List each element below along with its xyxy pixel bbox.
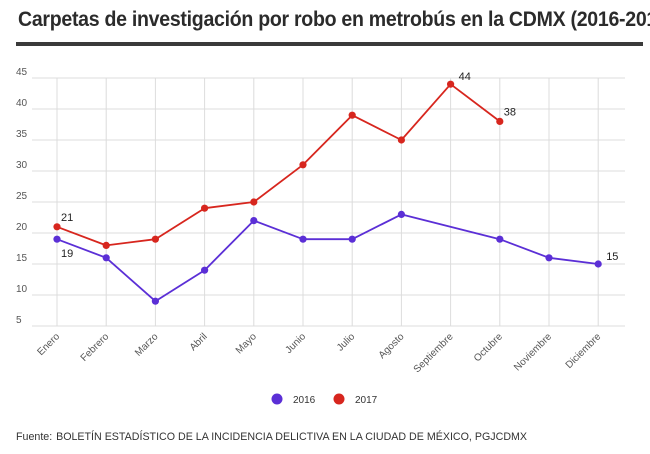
x-tick-label: Enero xyxy=(35,331,62,358)
legend-label-2017[interactable]: 2017 xyxy=(355,395,378,406)
x-tick-label: Octubre xyxy=(472,331,505,364)
data-point-2016[interactable] xyxy=(53,235,61,243)
data-point-2017[interactable] xyxy=(447,80,455,88)
y-tick-label: 35 xyxy=(16,129,28,140)
source-text: BOLETÍN ESTADÍSTICO DE LA INCIDENCIA DEL… xyxy=(56,431,528,443)
data-point-2016[interactable] xyxy=(151,297,159,305)
x-tick-label: Diciembre xyxy=(564,331,604,371)
data-point-2017[interactable] xyxy=(397,136,405,144)
y-tick-label: 10 xyxy=(16,284,28,295)
data-point-2016[interactable] xyxy=(545,254,553,262)
data-point-2016[interactable] xyxy=(102,254,110,262)
legend-marker-2016[interactable] xyxy=(271,393,283,405)
y-tick-label: 45 xyxy=(16,67,28,78)
y-tick-label: 25 xyxy=(16,191,28,202)
title-rule xyxy=(16,42,643,46)
data-point-2016[interactable] xyxy=(496,235,504,243)
source-label: Fuente: xyxy=(16,431,53,443)
data-point-2017[interactable] xyxy=(250,198,258,206)
x-tick-label: Marzo xyxy=(133,331,161,359)
data-label: 38 xyxy=(504,106,516,118)
x-tick-label: Julio xyxy=(335,331,358,354)
data-point-2017[interactable] xyxy=(53,223,61,231)
x-tick-label: Febrero xyxy=(79,331,112,364)
y-tick-label: 20 xyxy=(16,222,28,233)
legend-marker-2017[interactable] xyxy=(333,393,345,405)
data-point-2017[interactable] xyxy=(201,204,209,212)
data-label: 44 xyxy=(459,71,471,83)
x-tick-label: Septiembre xyxy=(412,331,456,375)
data-point-2016[interactable] xyxy=(594,260,602,268)
x-tick-label: Abril xyxy=(188,331,210,353)
data-point-2016[interactable] xyxy=(201,266,209,274)
data-point-2016[interactable] xyxy=(397,210,405,218)
data-label: 19 xyxy=(61,248,73,260)
data-point-2017[interactable] xyxy=(299,161,307,169)
legend-label-2016[interactable]: 2016 xyxy=(293,395,316,406)
source-note: Fuente: BOLETÍN ESTADÍSTICO DE LA INCIDEN… xyxy=(16,431,531,443)
data-point-2016[interactable] xyxy=(348,235,356,243)
chart-title: Carpetas de investigación por robo en me… xyxy=(18,8,650,31)
x-tick-label: Noviembre xyxy=(512,331,554,373)
x-tick-label: Agosto xyxy=(377,331,407,361)
x-tick-label: Mayo xyxy=(234,331,259,356)
y-tick-label: 40 xyxy=(16,98,28,109)
data-point-2017[interactable] xyxy=(151,235,159,243)
data-point-2016[interactable] xyxy=(299,235,307,243)
data-point-2017[interactable] xyxy=(348,111,356,119)
data-label: 15 xyxy=(606,251,618,263)
data-point-2017[interactable] xyxy=(102,241,110,249)
x-tick-label: Junio xyxy=(283,331,308,356)
y-tick-label: 15 xyxy=(16,253,28,264)
data-point-2017[interactable] xyxy=(496,117,504,125)
y-tick-label: 5 xyxy=(16,315,22,326)
line-chart: 5 10 15 20 25 30 35 40 45 Enero Febrero Marzo Abril M… xyxy=(16,67,625,406)
series-line-2016 xyxy=(56,213,599,303)
series-line-2017 xyxy=(56,83,501,247)
y-tick-label: 30 xyxy=(16,160,28,171)
data-label: 21 xyxy=(61,212,73,224)
data-point-2016[interactable] xyxy=(250,217,258,225)
